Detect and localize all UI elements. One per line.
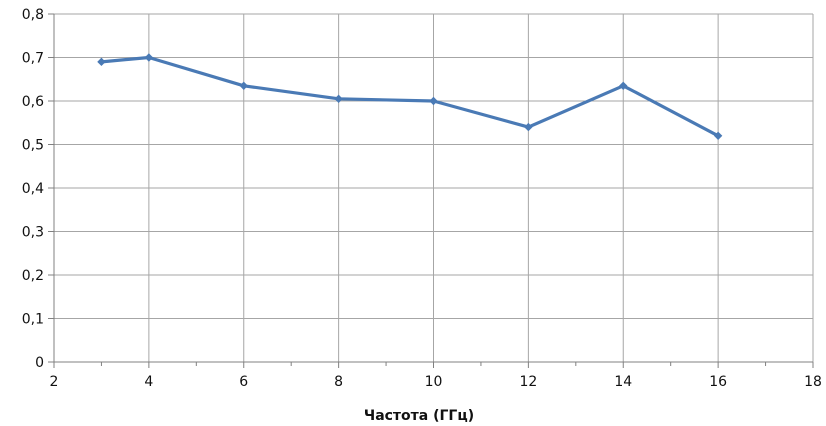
y-tick-label: 0,3 — [22, 225, 44, 241]
series-line — [99, 55, 720, 138]
data-point — [239, 81, 248, 90]
x-tick-label: 2 — [50, 374, 59, 390]
data-point — [97, 57, 106, 67]
x-tick-label: 10 — [425, 374, 443, 390]
x-tick-label: 6 — [239, 374, 248, 390]
x-tick-label: 16 — [709, 374, 727, 390]
data-point — [619, 81, 628, 90]
y-tick-label: 0 — [35, 355, 44, 371]
data-point — [713, 131, 723, 140]
x-tick-label: 8 — [334, 374, 343, 390]
data-point — [524, 122, 533, 132]
y-tick-label: 0,8 — [22, 7, 44, 23]
axis-layer — [48, 13, 814, 368]
y-tick-label: 0,1 — [22, 312, 44, 328]
x-axis-title: Частота (ГГц) — [364, 408, 474, 424]
y-tick-label: 0,5 — [22, 138, 44, 154]
x-tick-label: 14 — [614, 374, 632, 390]
label-layer: 0 0,1 0,2 0,3 0,4 0,5 0,6 0,7 0,8 2 4 6 8 10 12 14 16 18 — [22, 7, 822, 390]
grid-layer — [53, 13, 814, 363]
data-point — [429, 96, 438, 106]
x-tick-label: 12 — [519, 374, 537, 390]
x-tick-label: 4 — [144, 374, 153, 390]
data-point — [334, 94, 343, 104]
y-tick-label: 0,6 — [22, 94, 44, 110]
data-point — [144, 53, 154, 62]
y-tick-label: 0,2 — [22, 268, 44, 284]
x-tick-label: 18 — [804, 374, 822, 390]
series-layer — [97, 53, 723, 140]
y-tick-label: 0,7 — [22, 51, 44, 67]
y-tick-label: 0,4 — [22, 181, 44, 197]
